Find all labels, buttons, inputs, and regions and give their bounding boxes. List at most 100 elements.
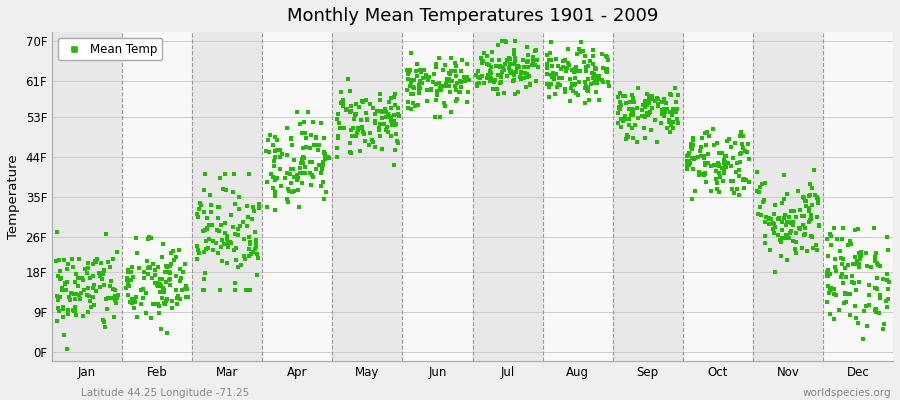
Point — [791, 187, 806, 194]
Point — [151, 264, 166, 270]
Point — [164, 250, 178, 256]
Point — [508, 58, 522, 65]
Point — [502, 64, 517, 71]
Point — [590, 78, 605, 85]
Point — [122, 267, 136, 274]
Point — [199, 246, 213, 252]
Point — [788, 246, 802, 252]
Point — [691, 168, 706, 175]
Point — [592, 73, 607, 80]
Point — [313, 120, 328, 126]
Point — [613, 104, 627, 110]
Point — [702, 133, 716, 140]
Point — [879, 304, 894, 310]
Point — [229, 245, 243, 252]
Point — [177, 286, 192, 292]
Point — [613, 105, 627, 112]
Point — [105, 256, 120, 262]
Point — [230, 232, 245, 239]
Point — [518, 69, 533, 76]
Point — [810, 214, 824, 220]
Point — [165, 298, 179, 304]
Point — [52, 308, 67, 314]
Point — [717, 158, 732, 165]
Point — [657, 96, 671, 102]
Point — [847, 280, 861, 286]
Point — [843, 291, 858, 298]
Point — [589, 66, 603, 72]
Point — [880, 234, 895, 240]
Point — [223, 239, 238, 246]
Point — [736, 176, 751, 182]
Point — [660, 125, 674, 132]
Point — [430, 88, 445, 94]
Point — [570, 51, 584, 57]
Point — [492, 64, 507, 70]
Point — [683, 160, 698, 166]
Point — [404, 50, 419, 56]
Point — [460, 74, 474, 80]
Point — [838, 291, 852, 297]
Point — [216, 186, 230, 192]
Point — [262, 149, 276, 155]
Point — [669, 98, 683, 105]
Point — [625, 124, 639, 131]
Point — [159, 296, 174, 302]
Point — [852, 250, 867, 256]
Point — [61, 260, 76, 267]
Point — [220, 244, 235, 250]
Point — [495, 38, 509, 44]
Point — [484, 64, 499, 70]
Point — [626, 99, 641, 105]
Point — [169, 301, 184, 307]
Point — [443, 71, 457, 77]
Point — [199, 238, 213, 244]
Point — [285, 166, 300, 172]
Point — [500, 56, 514, 63]
Point — [145, 275, 159, 282]
Point — [655, 111, 670, 118]
Point — [195, 228, 210, 235]
Point — [551, 62, 565, 69]
Point — [442, 76, 456, 82]
Point — [544, 39, 558, 46]
Point — [529, 57, 544, 63]
Point — [767, 230, 781, 236]
Point — [820, 272, 834, 279]
Point — [228, 231, 242, 238]
Point — [121, 282, 135, 288]
Point — [432, 80, 446, 87]
Point — [493, 63, 508, 70]
Point — [717, 165, 732, 172]
Point — [298, 164, 312, 170]
Point — [190, 255, 204, 262]
Point — [761, 220, 776, 227]
Point — [250, 272, 265, 278]
Point — [50, 292, 64, 299]
Point — [475, 58, 490, 65]
Point — [769, 202, 783, 208]
Point — [850, 225, 865, 232]
Point — [522, 73, 536, 80]
Point — [558, 88, 572, 95]
Point — [595, 77, 609, 84]
Point — [613, 90, 627, 96]
Point — [682, 162, 697, 168]
Point — [491, 91, 506, 98]
Point — [707, 162, 722, 169]
Point — [579, 68, 593, 74]
Point — [230, 264, 245, 270]
Point — [780, 191, 795, 197]
Point — [298, 130, 312, 136]
Point — [853, 254, 868, 261]
Point — [842, 238, 857, 245]
Point — [381, 110, 395, 117]
Point — [134, 301, 148, 307]
Point — [657, 107, 671, 114]
Point — [413, 78, 428, 84]
Point — [377, 108, 392, 115]
Point — [198, 227, 212, 233]
Point — [444, 54, 458, 61]
Point — [481, 53, 495, 60]
Point — [697, 172, 711, 178]
